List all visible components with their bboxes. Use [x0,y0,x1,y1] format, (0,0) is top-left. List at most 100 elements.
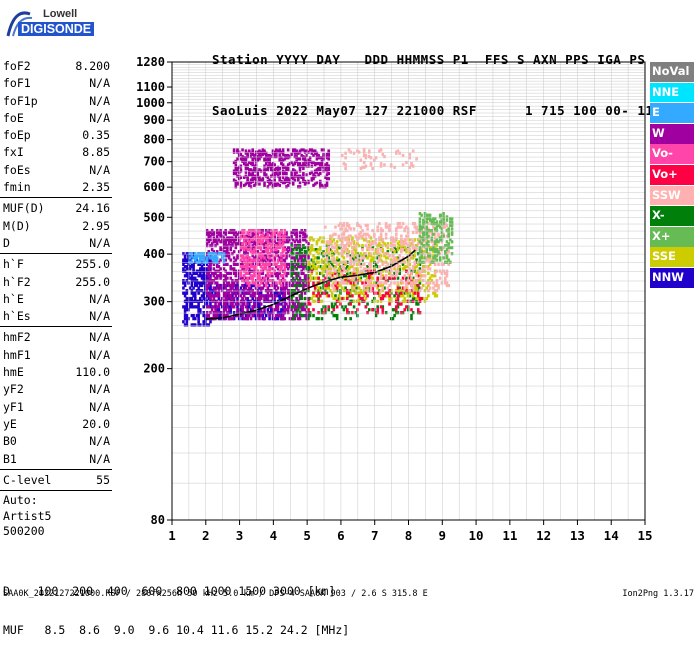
echo-point [275,308,278,312]
echo-point [298,317,302,321]
echo-point [400,246,403,250]
echo-point [340,276,344,280]
echo-point [410,242,413,246]
echo-point [305,283,309,288]
echo-point [445,234,449,238]
echo-point [367,155,371,159]
echo-point [227,296,231,301]
echo-point [329,289,332,293]
echo-point [256,150,260,154]
echo-point [389,291,393,295]
echo-point [232,169,236,173]
param-value: N/A [89,330,110,345]
echo-point [305,289,309,293]
echo-point [364,267,368,271]
echo-point [408,252,412,256]
echo-point [251,252,254,256]
echo-point [276,165,280,169]
y-tick-label: 1280 [136,55,165,69]
echo-point [199,252,202,256]
echo-point [256,258,260,262]
echo-point [185,258,189,262]
echo-point [345,276,349,280]
echo-point [400,238,403,242]
echo-point [349,234,352,238]
echo-point [447,229,450,233]
param-name: yE [3,416,17,431]
echo-point [396,248,400,252]
echo-point [268,314,271,318]
echo-point [258,254,261,258]
echo-point [237,274,241,278]
echo-point [394,269,398,273]
echo-point [394,150,398,154]
echo-point [324,252,327,256]
echo-point [256,262,260,267]
echo-point [246,278,249,283]
echo-point [398,244,401,248]
echo-point [264,236,268,240]
echo-point [312,276,315,280]
echo-point [298,164,302,168]
echo-point [391,236,395,240]
echo-point [204,286,207,290]
echo-point [344,289,347,293]
echo-point [411,222,415,226]
echo-point [303,234,307,238]
echo-point [295,305,298,309]
echo-point [440,238,444,242]
echo-point [379,246,383,250]
echo-point [308,252,312,256]
echo-point [320,308,324,312]
echo-point [285,232,288,236]
echo-point [367,274,371,278]
echo-point [403,248,407,252]
echo-point [278,271,282,276]
echo-point [232,299,236,303]
echo-point [271,250,275,254]
echo-point [232,291,236,295]
echo-point [339,227,342,231]
echo-point [398,289,401,293]
echo-point [305,276,309,280]
echo-point [239,244,243,248]
echo-point [254,283,258,288]
echo-point [373,296,376,301]
echo-point [413,296,417,301]
echo-point [275,314,278,318]
echo-point [197,299,200,303]
echo-point [276,173,280,177]
echo-point [202,276,206,280]
echo-point [215,286,219,290]
echo-point [185,271,189,276]
echo-point [280,252,283,256]
echo-point [280,258,283,262]
echo-point [269,232,273,236]
logo-bottom: DIGISONDE [18,22,95,36]
echo-point [268,164,271,168]
echo-point [193,252,197,256]
echo-point [394,256,398,260]
echo-point [217,314,221,318]
echo-point [310,246,314,250]
echo-point [253,166,256,171]
echo-point [388,296,391,301]
echo-point [307,281,310,285]
echo-point [214,299,217,303]
echo-point [405,248,408,252]
echo-point [297,174,300,178]
echo-point [231,236,234,240]
echo-point [285,185,288,189]
echo-point [291,302,295,306]
echo-point [356,262,359,267]
echo-point [335,269,339,273]
echo-point [220,296,224,301]
echo-point [303,274,307,278]
echo-point [207,230,211,235]
echo-point [376,252,380,256]
echo-point [347,302,351,306]
echo-point [345,242,349,246]
echo-point [352,269,356,273]
echo-point [325,240,329,244]
echo-point [401,289,405,293]
